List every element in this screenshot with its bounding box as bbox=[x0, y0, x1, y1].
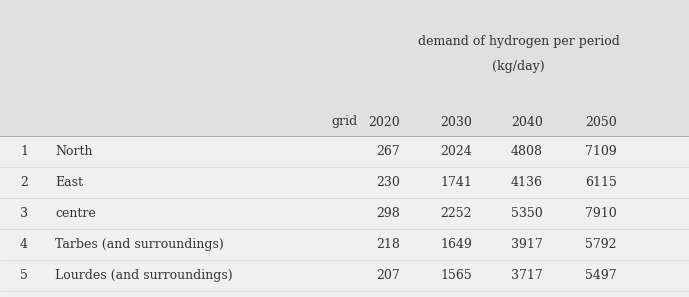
Text: 1741: 1741 bbox=[440, 176, 472, 189]
Text: 2040: 2040 bbox=[511, 116, 543, 129]
Text: centre: centre bbox=[55, 207, 96, 220]
Text: 2020: 2020 bbox=[368, 116, 400, 129]
Text: (kg/day): (kg/day) bbox=[492, 60, 545, 73]
Text: 3917: 3917 bbox=[511, 238, 543, 251]
Text: 207: 207 bbox=[376, 269, 400, 282]
Text: 7910: 7910 bbox=[585, 207, 617, 220]
Text: Lourdes (and surroundings): Lourdes (and surroundings) bbox=[55, 269, 233, 282]
Text: 267: 267 bbox=[376, 145, 400, 158]
Text: 3: 3 bbox=[20, 207, 28, 220]
Text: 7109: 7109 bbox=[585, 145, 617, 158]
Text: 4: 4 bbox=[20, 238, 28, 251]
Text: North: North bbox=[55, 145, 92, 158]
Text: East: East bbox=[55, 176, 83, 189]
Text: 2: 2 bbox=[20, 176, 28, 189]
Text: grid: grid bbox=[331, 116, 358, 129]
Text: 2252: 2252 bbox=[440, 207, 472, 220]
Text: 4136: 4136 bbox=[511, 176, 543, 189]
Text: 1649: 1649 bbox=[440, 238, 472, 251]
Text: 230: 230 bbox=[376, 176, 400, 189]
Text: demand of hydrogen per period: demand of hydrogen per period bbox=[418, 35, 619, 48]
Text: 5497: 5497 bbox=[586, 269, 617, 282]
Text: 2030: 2030 bbox=[440, 116, 472, 129]
Text: 298: 298 bbox=[376, 207, 400, 220]
Text: 5: 5 bbox=[20, 269, 28, 282]
Text: 218: 218 bbox=[376, 238, 400, 251]
Text: 5350: 5350 bbox=[511, 207, 543, 220]
Text: 5792: 5792 bbox=[586, 238, 617, 251]
Text: 4808: 4808 bbox=[511, 145, 543, 158]
Text: 6115: 6115 bbox=[585, 176, 617, 189]
Text: 1565: 1565 bbox=[440, 269, 472, 282]
Bar bbox=[0, 0, 689, 136]
Text: 1: 1 bbox=[20, 145, 28, 158]
Text: 2050: 2050 bbox=[585, 116, 617, 129]
Text: 2024: 2024 bbox=[440, 145, 472, 158]
Text: Tarbes (and surroundings): Tarbes (and surroundings) bbox=[55, 238, 224, 251]
Bar bbox=[0, 136, 689, 297]
Text: 3717: 3717 bbox=[511, 269, 543, 282]
